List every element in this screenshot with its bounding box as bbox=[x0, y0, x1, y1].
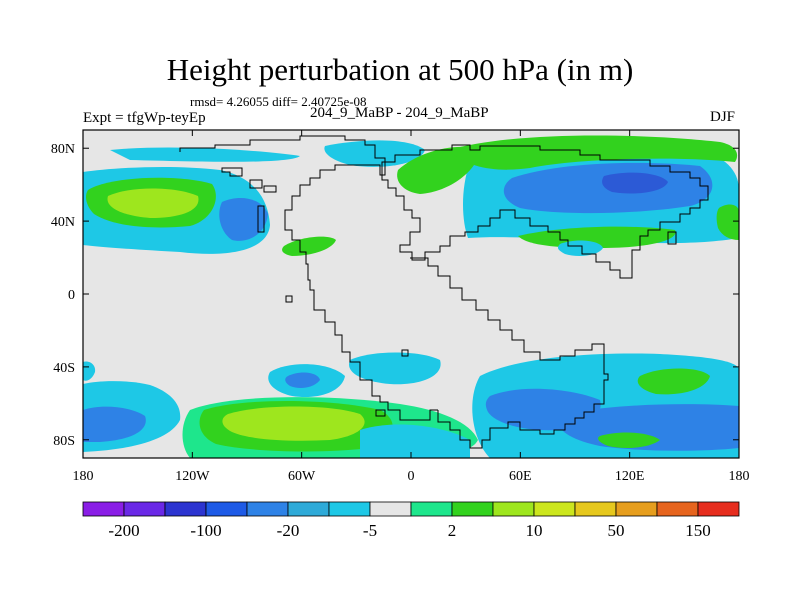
x-tick-label: 60W bbox=[288, 469, 316, 484]
colorbar: -200 -100 -20 -5 2 10 50 150 bbox=[82, 501, 740, 540]
nh-east-blue-inner bbox=[602, 172, 668, 194]
y-tick-label: 80N bbox=[51, 142, 75, 157]
colorbar-swatch bbox=[410, 501, 453, 517]
colorbar-swatch bbox=[287, 501, 330, 517]
sh-south-cyan bbox=[360, 424, 470, 458]
colorbar-swatch bbox=[492, 501, 535, 517]
colorbar-swatch bbox=[574, 501, 617, 517]
nh-west-yellow-core bbox=[107, 188, 199, 218]
island-small-2 bbox=[263, 185, 277, 193]
antarctic-peninsula bbox=[375, 409, 386, 417]
nh-central-green bbox=[397, 146, 480, 194]
colorbar-swatch bbox=[533, 501, 576, 517]
sh-west-blue-core bbox=[83, 406, 146, 442]
y-tick-label: 40S bbox=[53, 361, 75, 376]
nh-east-green-blob bbox=[716, 204, 739, 240]
sh-east-green bbox=[637, 368, 710, 395]
colorbar-label: 150 bbox=[685, 521, 711, 540]
colorbar-swatch bbox=[697, 501, 740, 517]
nh-midlon-green-strip bbox=[282, 236, 336, 256]
y-axis: 80N 40N 0 40S 80S bbox=[51, 142, 739, 449]
colorbar-label: -200 bbox=[108, 521, 139, 540]
colorbar-swatch bbox=[246, 501, 289, 517]
colorbar-label: 10 bbox=[526, 521, 543, 540]
y-tick-label: 80S bbox=[53, 434, 75, 449]
americas-outline bbox=[179, 135, 438, 421]
island-greenland bbox=[221, 167, 243, 177]
colorbar-label: -5 bbox=[363, 521, 377, 540]
y-tick-label: 40N bbox=[51, 215, 75, 230]
chart-title: Height perturbation at 500 hPa (in m) bbox=[166, 52, 634, 87]
colorbar-swatch bbox=[615, 501, 658, 517]
colorbar-label: -100 bbox=[190, 521, 221, 540]
colorbar-swatch bbox=[656, 501, 699, 517]
colorbar-swatch bbox=[82, 501, 125, 517]
sh-central-blue-dot bbox=[285, 372, 320, 388]
colorbar-swatch bbox=[205, 501, 248, 517]
colorbar-swatch bbox=[369, 501, 412, 517]
asia-outline bbox=[381, 144, 709, 279]
season-label: DJF bbox=[710, 109, 736, 125]
sh-left-cyan-edge bbox=[83, 361, 96, 381]
island-small-4 bbox=[285, 295, 293, 303]
sh-yellow-core bbox=[222, 406, 365, 441]
island-small-5 bbox=[401, 349, 409, 357]
x-axis: 180 120W 60W 0 60E 120E 180 bbox=[73, 130, 750, 484]
sh-east-green-2 bbox=[598, 432, 660, 448]
island-small-1 bbox=[249, 179, 263, 189]
colorbar-swatch bbox=[328, 501, 371, 517]
africa-outline bbox=[410, 257, 609, 449]
nh-mini-cyan bbox=[557, 240, 603, 256]
cases-label: 204_9_MaBP - 204_9_MaBP bbox=[310, 105, 489, 121]
x-tick-label: 120E bbox=[615, 469, 645, 484]
x-tick-label: 60E bbox=[509, 469, 532, 484]
x-tick-label: 180 bbox=[729, 469, 750, 484]
nh-west-blue-core bbox=[219, 198, 268, 241]
colorbar-label: -20 bbox=[277, 521, 300, 540]
colorbar-label: 2 bbox=[448, 521, 457, 540]
y-tick-label: 0 bbox=[68, 288, 75, 303]
sh-central-cyan-2 bbox=[349, 352, 441, 385]
experiment-label: Expt = tfgWp-teyEp bbox=[83, 110, 206, 126]
nh-top-cyan-strip bbox=[110, 147, 300, 162]
continent-outlines bbox=[179, 135, 709, 449]
colorbar-swatch bbox=[123, 501, 166, 517]
x-tick-label: 120W bbox=[175, 469, 210, 484]
colorbar-label: 50 bbox=[608, 521, 625, 540]
x-tick-label: 180 bbox=[73, 469, 94, 484]
colorbar-swatch bbox=[164, 501, 207, 517]
nh-east-green-top bbox=[448, 135, 738, 170]
stats-text: rmsd= 4.26055 diff= 2.40725e-08 bbox=[190, 94, 367, 109]
x-tick-label: 0 bbox=[408, 469, 415, 484]
island-small-3 bbox=[257, 205, 265, 233]
colorbar-swatch bbox=[451, 501, 494, 517]
island-japan bbox=[667, 231, 677, 245]
